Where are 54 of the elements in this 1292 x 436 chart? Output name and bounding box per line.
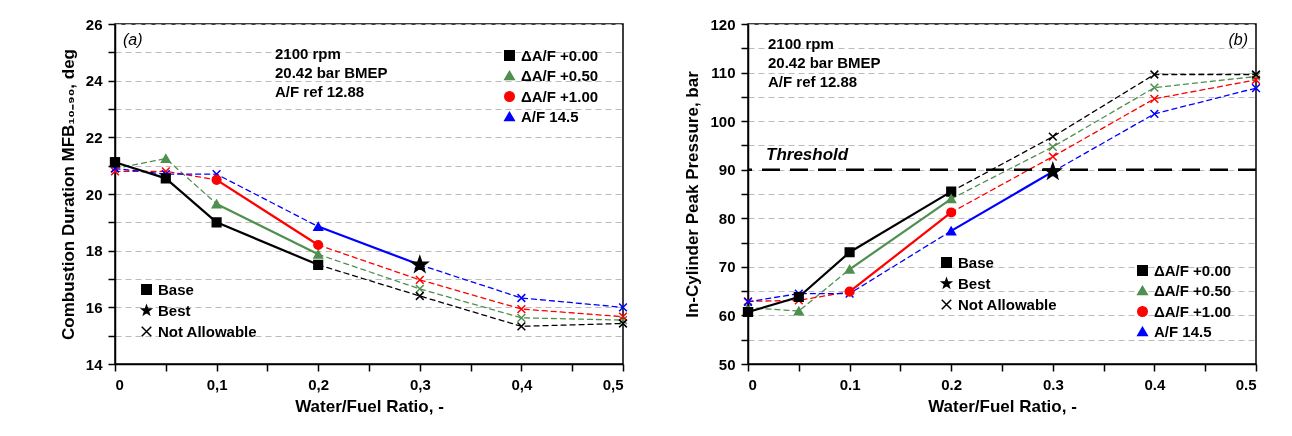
y-tick-label: 110	[711, 64, 736, 82]
y-tick-label: 90	[718, 161, 736, 179]
y-tick-label: 16	[85, 298, 103, 316]
y-tick-label: 14	[85, 355, 104, 373]
x-tick-label: 0,4	[511, 375, 533, 393]
legend-label: Base	[158, 280, 194, 298]
annotation: 20.42 bar BMEP	[768, 54, 881, 71]
y-tick-label: 100	[710, 112, 736, 130]
x-axis-title: Water/Fuel Ratio, -	[295, 396, 444, 416]
y-tick-label: 70	[718, 258, 736, 276]
y-tick-label: 24	[85, 72, 104, 90]
y-tick-label: 120	[710, 15, 736, 33]
legend-label: A/F 14.5	[1154, 322, 1212, 340]
legend-label: Base	[958, 253, 994, 271]
annotation: (a)	[123, 31, 143, 48]
y-tick-label: 80	[718, 209, 736, 227]
y-tick-label: 20	[85, 185, 103, 203]
annotation: 2100 rpm	[768, 35, 834, 52]
legend-label: ΔA/F +0.00	[521, 46, 599, 64]
annotation: (b)	[1228, 31, 1248, 48]
x-tick-label: 0,2	[308, 375, 330, 393]
y-tick-label: 22	[85, 128, 103, 146]
legend-label: ΔA/F +0.50	[1154, 281, 1232, 299]
x-tick-label: 0.2	[941, 375, 963, 393]
x-tick-label: 0.4	[1144, 375, 1166, 393]
legend-label: Not Allowable	[158, 322, 257, 340]
x-tick-label: 0.3	[1042, 375, 1064, 393]
annotation: A/F ref 12.88	[768, 73, 858, 90]
x-tick-label: 0,5	[602, 375, 624, 393]
legend-label: ΔA/F +0.00	[1154, 261, 1232, 279]
annotation: A/F ref 12.88	[275, 83, 365, 100]
y-tick-label: 18	[85, 242, 103, 260]
ref-line-label: Threshold	[766, 144, 849, 164]
y-axis-title: Combustion Duration MFB₁₀₋₉₀, deg	[58, 49, 78, 340]
annotation: 2100 rpm	[275, 45, 341, 62]
legend-label: ΔA/F +1.00	[521, 87, 599, 105]
x-tick-label: 0,1	[206, 375, 228, 393]
y-tick-label: 26	[85, 15, 103, 33]
x-tick-label: 0.1	[839, 375, 861, 393]
legend-label: ΔA/F +1.00	[1154, 302, 1232, 320]
legend-label: Best	[158, 301, 191, 319]
legend-label: A/F 14.5	[521, 107, 579, 125]
x-tick-label: 0.5	[1235, 375, 1257, 393]
legend-label: ΔA/F +0.50	[521, 66, 599, 84]
x-tick-label: 0	[748, 375, 757, 393]
legend-label: Not Allowable	[958, 295, 1057, 313]
x-tick-label: 0	[115, 375, 124, 393]
y-axis-title: In-Cylinder Peak Pressure, bar	[683, 70, 703, 318]
y-tick-label: 60	[718, 306, 736, 324]
x-axis-title: Water/Fuel Ratio, -	[928, 396, 1077, 416]
x-tick-label: 0,3	[409, 375, 431, 393]
legend-label: Best	[958, 274, 991, 292]
y-tick-label: 50	[718, 355, 736, 373]
annotation: 20.42 bar BMEP	[275, 64, 388, 81]
